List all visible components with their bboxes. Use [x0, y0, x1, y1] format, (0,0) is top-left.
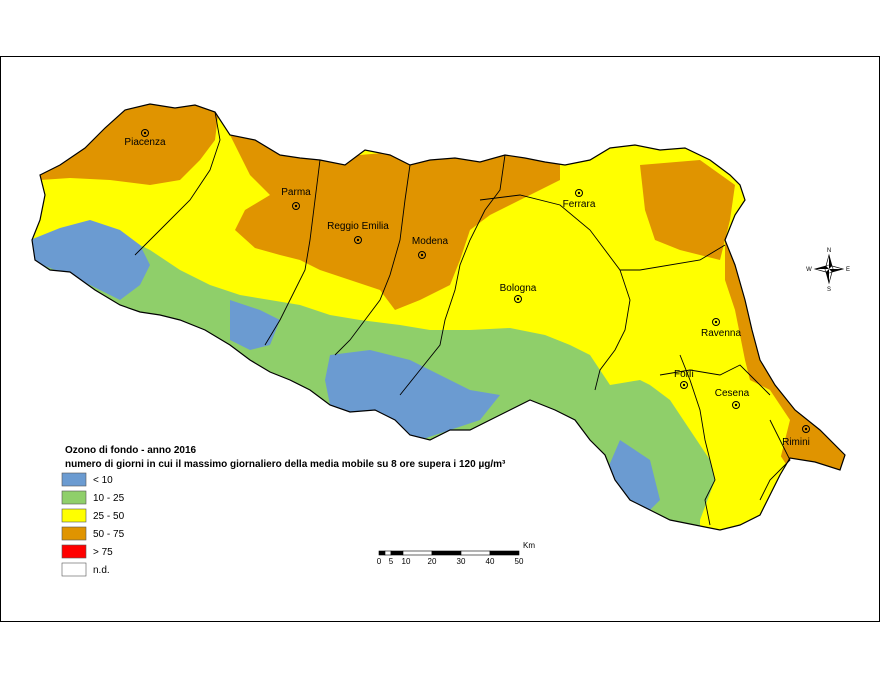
legend-swatch [61, 490, 87, 505]
scale-unit: Km [523, 541, 535, 550]
city-ravenna: Ravenna [701, 318, 741, 339]
compass-w: W [806, 267, 812, 273]
city-label: Ferrara [563, 199, 596, 210]
boundary-modena-bologna [399, 154, 506, 396]
compass-n: N [827, 248, 831, 254]
boundary-parma-reggio [264, 159, 321, 346]
city-label: Reggio Emilia [327, 221, 389, 232]
city-marker-icon [141, 129, 149, 137]
legend-swatch [61, 544, 87, 559]
city-marker-icon [292, 202, 300, 210]
scale-tick-label: 40 [486, 557, 495, 566]
scale-segment [460, 550, 491, 556]
boundary-bologna-ravenna [594, 269, 631, 391]
boundary-rimini [759, 419, 791, 501]
city-dot [356, 238, 360, 242]
city-marker-icon [732, 401, 740, 409]
boundary-piacenza-parma [134, 111, 221, 256]
city-markers: Piacenza Parma Reggio Emilia Modena Ferrara B… [124, 129, 810, 448]
city-label: Piacenza [124, 137, 166, 148]
city-label: Parma [281, 187, 311, 198]
scale-segment [390, 550, 404, 556]
scale-tick-label: 0 [377, 557, 382, 566]
zone-50-75-center [230, 135, 560, 310]
scale-tick-label: 30 [457, 557, 466, 566]
province-boundaries [134, 111, 791, 526]
scale-tick-label: 5 [389, 557, 394, 566]
city-ferrara: Ferrara [563, 189, 596, 210]
legend-subtitle: numero di giorni in cui il massimo giorn… [65, 459, 506, 470]
legend-label: 25 - 50 [93, 511, 125, 522]
legend-label: < 10 [93, 475, 113, 486]
scale-segment [402, 550, 433, 556]
city-dot [734, 403, 738, 407]
boundary-ferrara-bologna [479, 194, 726, 271]
legend-swatch [61, 472, 87, 487]
city-parma: Parma [281, 187, 311, 210]
scale-tick-label: 50 [515, 557, 524, 566]
compass-s: S [827, 287, 831, 293]
legend-swatch [61, 526, 87, 541]
city-label: Bologna [500, 283, 537, 294]
city-marker-icon [680, 381, 688, 389]
city-rimini: Rimini [782, 425, 810, 448]
city-dot [420, 253, 424, 257]
legend: Ozono di fondo - anno 2016 numero di gio… [61, 445, 506, 577]
city-marker-icon [802, 425, 810, 433]
city-forl-: Forlì [674, 369, 694, 389]
scale-segment [384, 550, 392, 556]
scale-tick-label: 10 [402, 557, 411, 566]
legend-label: 10 - 25 [93, 493, 125, 504]
zone-25-50-romagna [640, 355, 790, 520]
city-bologna: Bologna [500, 283, 537, 303]
zone-lt10-parma [230, 300, 280, 350]
boundary-forli-cesena [679, 354, 716, 526]
legend-label: n.d. [93, 565, 110, 576]
city-marker-icon [418, 251, 426, 259]
city-marker-icon [514, 295, 522, 303]
city-dot [682, 383, 686, 387]
scale-bar: Km 0 5 10 20 30 40 50 [377, 541, 536, 566]
city-label: Ravenna [701, 328, 741, 339]
city-cesena: Cesena [715, 388, 750, 409]
city-label: Forlì [674, 369, 694, 380]
compass-rose: N S E W [806, 248, 850, 293]
city-dot [577, 191, 581, 195]
city-marker-icon [575, 189, 583, 197]
legend-title: Ozono di fondo - anno 2016 [65, 445, 197, 456]
boundary-reggio-modena [334, 164, 411, 356]
city-label: Modena [412, 236, 449, 247]
city-label: Cesena [715, 388, 750, 399]
city-piacenza: Piacenza [124, 129, 166, 148]
scale-tick-label: 20 [428, 557, 437, 566]
legend-swatch [61, 508, 87, 523]
city-marker-icon [354, 236, 362, 244]
city-reggio-emilia: Reggio Emilia [327, 221, 389, 244]
city-dot [143, 131, 147, 135]
boundary-ravenna-forli [659, 364, 771, 396]
map-frame [0, 56, 880, 622]
zone-50-75-east [640, 160, 735, 260]
legend-swatch [61, 562, 87, 577]
compass-e: E [846, 267, 850, 273]
legend-label: > 75 [93, 547, 113, 558]
city-dot [714, 320, 718, 324]
city-marker-icon [712, 318, 720, 326]
city-dot [516, 297, 520, 301]
city-dot [804, 427, 808, 431]
zone-lt10-west [32, 220, 150, 300]
city-dot [294, 204, 298, 208]
legend-label: 50 - 75 [93, 529, 125, 540]
scale-segment [489, 550, 520, 556]
scale-segment [378, 550, 386, 556]
city-modena: Modena [412, 236, 449, 259]
zone-lt10-reggio [325, 350, 500, 440]
city-label: Rimini [782, 437, 810, 448]
scale-segment [431, 550, 462, 556]
